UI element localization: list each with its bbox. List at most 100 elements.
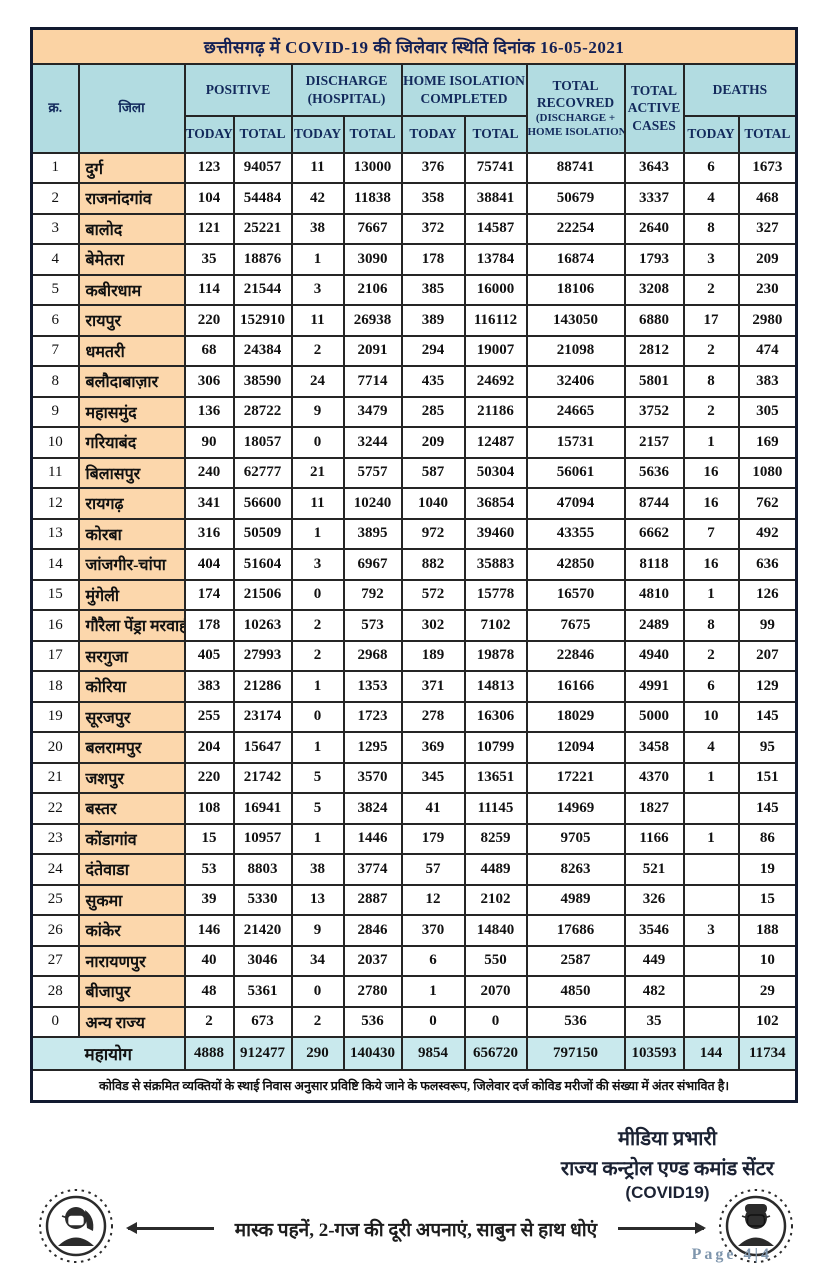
district-name-cell: कांकेर: [77, 914, 186, 947]
value-cell: 383: [183, 670, 235, 703]
value-cell: 7667: [342, 212, 403, 245]
value-cell: 38: [290, 212, 345, 245]
value-cell: 16874: [525, 243, 626, 276]
value-cell: 0: [290, 426, 345, 459]
home-isolation-line2: COMPLETED: [420, 90, 508, 106]
district-name-cell: बेमेतरा: [77, 243, 186, 276]
value-cell: 2157: [623, 426, 685, 459]
value-cell: 220: [183, 761, 235, 794]
active-line2: ACTIVE: [627, 100, 681, 116]
value-cell: 17686: [525, 914, 626, 947]
value-cell: 2: [290, 609, 345, 642]
value-cell: 21420: [232, 914, 293, 947]
value-cell: 482: [623, 975, 685, 1008]
total-cell: 9854: [400, 1036, 466, 1071]
col-header-home-isolation: HOME ISOLATION COMPLETED: [400, 62, 528, 117]
value-cell: 10799: [463, 731, 528, 764]
value-cell: 1723: [342, 700, 403, 733]
value-cell: 3546: [623, 914, 685, 947]
table-body: 1 दुर्ग 123 94057 11 13000 376 75741 88741 3643 6 1…: [30, 151, 798, 1038]
value-cell: 2489: [623, 609, 685, 642]
value-cell: 3208: [623, 273, 685, 306]
grand-total-label: महायोग: [30, 1036, 186, 1071]
value-cell: 207: [737, 639, 798, 672]
serial-cell: 25: [30, 883, 80, 916]
value-cell: 5330: [232, 883, 293, 916]
serial-cell: 27: [30, 944, 80, 977]
page-number: Page 4|4: [691, 1246, 772, 1263]
serial-cell: 28: [30, 975, 80, 1008]
value-cell: 358: [400, 182, 466, 215]
positive-today-header: TODAY: [183, 114, 235, 154]
value-cell: 4: [682, 182, 740, 215]
value-cell: 209: [400, 426, 466, 459]
district-name-cell: बलौदाबाज़ार: [77, 365, 186, 398]
serial-cell: 17: [30, 639, 80, 672]
value-cell: 3643: [623, 151, 685, 184]
value-cell: 16166: [525, 670, 626, 703]
table-row: 19 सूरजपुर 255 23174 0 1723 278 16306 18029 5000 1…: [30, 700, 798, 733]
table-row: 17 सरगुजा 405 27993 2 2968 189 19878 22846 4940 2 2…: [30, 639, 798, 672]
district-name-cell: रायपुर: [77, 304, 186, 337]
value-cell: 95: [737, 731, 798, 764]
value-cell: 8: [682, 212, 740, 245]
value-cell: 3570: [342, 761, 403, 794]
district-name-cell: जशपुर: [77, 761, 186, 794]
value-cell: 15731: [525, 426, 626, 459]
serial-cell: 3: [30, 212, 80, 245]
value-cell: 1: [290, 517, 345, 550]
table-row: 1 दुर्ग 123 94057 11 13000 376 75741 88741 3643 6 1…: [30, 151, 798, 184]
value-cell: 389: [400, 304, 466, 337]
district-name-cell: दुर्ग: [77, 151, 186, 184]
value-cell: 50304: [463, 456, 528, 489]
value-cell: 1: [290, 731, 345, 764]
value-cell: 1166: [623, 822, 685, 855]
serial-cell: 26: [30, 914, 80, 947]
value-cell: 370: [400, 914, 466, 947]
col-header-district: जिला: [77, 62, 186, 154]
value-cell: 13784: [463, 243, 528, 276]
value-cell: 178: [183, 609, 235, 642]
value-cell: 104: [183, 182, 235, 215]
value-cell: 2: [183, 1005, 235, 1038]
value-cell: 8118: [623, 548, 685, 581]
value-cell: 11145: [463, 792, 528, 825]
district-name-cell: रायगढ़: [77, 487, 186, 520]
value-cell: 1: [682, 578, 740, 611]
value-cell: 18106: [525, 273, 626, 306]
value-cell: 8259: [463, 822, 528, 855]
discharge-line1: DISCHARGE: [305, 72, 388, 88]
district-name-cell: धमतरी: [77, 334, 186, 367]
value-cell: 29: [737, 975, 798, 1008]
value-cell: 8803: [232, 853, 293, 886]
value-cell: 2: [290, 334, 345, 367]
district-name-cell: बीजापुर: [77, 975, 186, 1008]
district-name-cell: कबीरधाम: [77, 273, 186, 306]
value-cell: 3337: [623, 182, 685, 215]
serial-cell: 1: [30, 151, 80, 184]
value-cell: 3: [682, 914, 740, 947]
table-row: 23 कोंडागांव 15 10957 1 1446 179 8259 9705 1166 1 8…: [30, 822, 798, 855]
table-row: 7 धमतरी 68 24384 2 2091 294 19007 21098 2812 2 474: [30, 334, 798, 367]
value-cell: 792: [342, 578, 403, 611]
value-cell: 5361: [232, 975, 293, 1008]
value-cell: 7675: [525, 609, 626, 642]
value-cell: 188: [737, 914, 798, 947]
serial-cell: 8: [30, 365, 80, 398]
value-cell: 22846: [525, 639, 626, 672]
value-cell: 587: [400, 456, 466, 489]
value-cell: 10957: [232, 822, 293, 855]
total-cell: 103593: [623, 1036, 685, 1071]
value-cell: 4850: [525, 975, 626, 1008]
serial-cell: 6: [30, 304, 80, 337]
value-cell: 38: [290, 853, 345, 886]
value-cell: 1: [682, 822, 740, 855]
serial-cell: 19: [30, 700, 80, 733]
value-cell: 9: [290, 914, 345, 947]
table-row: 13 कोरबा 316 50509 1 3895 972 39460 43355 6662 7 49…: [30, 517, 798, 550]
value-cell: 39: [183, 883, 235, 916]
value-cell: 1040: [400, 487, 466, 520]
value-cell: 35883: [463, 548, 528, 581]
value-cell: 341: [183, 487, 235, 520]
masked-man-icon: [718, 1188, 794, 1269]
